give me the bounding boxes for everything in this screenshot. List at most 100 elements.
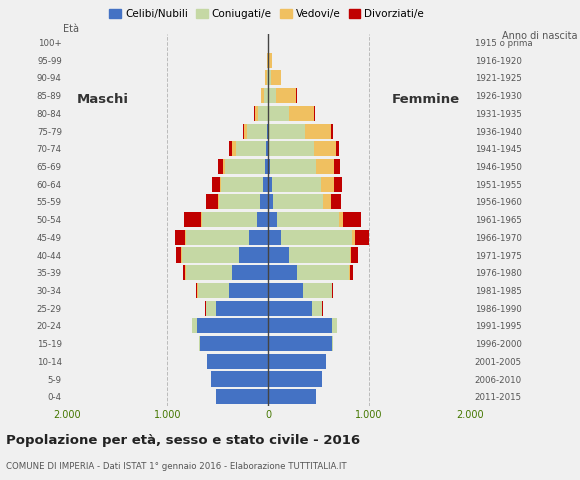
Bar (355, 230, 368, 245)
Bar (268, 230, 281, 245)
Bar (261, 88, 264, 103)
Bar (268, 354, 326, 369)
Bar (268, 53, 269, 68)
Bar (268, 283, 303, 298)
Bar (257, 212, 268, 227)
Bar (268, 389, 316, 404)
Bar (191, 318, 197, 334)
Bar (216, 300, 268, 316)
Bar (270, 159, 316, 174)
Bar (268, 212, 277, 227)
Bar (226, 159, 264, 174)
Bar (264, 88, 268, 103)
Bar (186, 265, 232, 280)
Bar (196, 283, 197, 298)
Bar (289, 248, 350, 263)
Bar (314, 106, 315, 121)
Text: COMUNE DI IMPERIA - Dati ISTAT 1° gennaio 2016 - Elaborazione TUTTITALIA.IT: COMUNE DI IMPERIA - Dati ISTAT 1° gennai… (6, 462, 346, 471)
Bar (211, 372, 268, 386)
Bar (316, 159, 334, 174)
Text: Età: Età (63, 24, 79, 34)
Bar (339, 212, 343, 227)
Bar (239, 248, 268, 263)
Bar (247, 123, 267, 139)
Text: Anno di nascita: Anno di nascita (502, 31, 577, 41)
Bar (268, 177, 272, 192)
Bar (268, 318, 332, 334)
Bar (352, 230, 355, 245)
Bar (219, 194, 260, 209)
Bar (268, 372, 322, 386)
Bar (332, 318, 337, 334)
Bar (332, 336, 333, 351)
Bar (303, 283, 332, 298)
Bar (298, 265, 349, 280)
Bar (272, 177, 321, 192)
Bar (200, 336, 268, 351)
Bar (268, 159, 270, 174)
Bar (336, 141, 339, 156)
Bar (176, 248, 181, 263)
Bar (207, 354, 268, 369)
Bar (175, 230, 185, 245)
Bar (220, 177, 222, 192)
Bar (350, 248, 351, 263)
Bar (183, 265, 185, 280)
Bar (184, 212, 201, 227)
Bar (216, 389, 268, 404)
Bar (244, 123, 247, 139)
Bar (186, 230, 249, 245)
Bar (229, 283, 268, 298)
Bar (206, 300, 216, 316)
Bar (277, 212, 339, 227)
Bar (269, 141, 314, 156)
Bar (273, 194, 322, 209)
Bar (258, 106, 268, 121)
Bar (218, 159, 223, 174)
Legend: Celibi/Nubili, Coniugati/e, Vedovi/e, Divorziati/e: Celibi/Nubili, Coniugati/e, Vedovi/e, Di… (105, 5, 429, 24)
Bar (268, 300, 311, 316)
Bar (267, 123, 268, 139)
Text: Maschi: Maschi (77, 93, 129, 106)
Bar (197, 318, 268, 334)
Bar (334, 159, 340, 174)
Bar (268, 248, 289, 263)
Bar (206, 194, 218, 209)
Bar (268, 88, 276, 103)
Bar (264, 159, 268, 174)
Bar (218, 194, 219, 209)
Bar (322, 194, 331, 209)
Bar (202, 212, 257, 227)
Bar (334, 177, 342, 192)
Bar (268, 141, 269, 156)
Bar (351, 248, 358, 263)
Bar (321, 177, 334, 192)
Bar (263, 177, 268, 192)
Bar (276, 88, 296, 103)
Bar (268, 194, 273, 209)
Bar (232, 265, 268, 280)
Bar (229, 141, 232, 156)
Bar (243, 123, 244, 139)
Bar (223, 159, 226, 174)
Bar (331, 194, 341, 209)
Bar (314, 141, 336, 156)
Bar (349, 265, 350, 280)
Bar (260, 194, 268, 209)
Bar (269, 123, 305, 139)
Bar (268, 336, 332, 351)
Bar (268, 265, 298, 280)
Bar (267, 71, 268, 85)
Text: Popolazione per età, sesso e stato civile - 2016: Popolazione per età, sesso e stato civil… (6, 434, 360, 447)
Bar (305, 123, 331, 139)
Bar (232, 141, 236, 156)
Bar (212, 177, 220, 192)
Bar (255, 106, 258, 121)
Bar (281, 230, 352, 245)
Bar (332, 283, 334, 298)
Bar (249, 230, 268, 245)
Bar (198, 283, 229, 298)
Bar (350, 265, 353, 280)
Bar (264, 71, 267, 85)
Text: Femmine: Femmine (392, 93, 460, 106)
